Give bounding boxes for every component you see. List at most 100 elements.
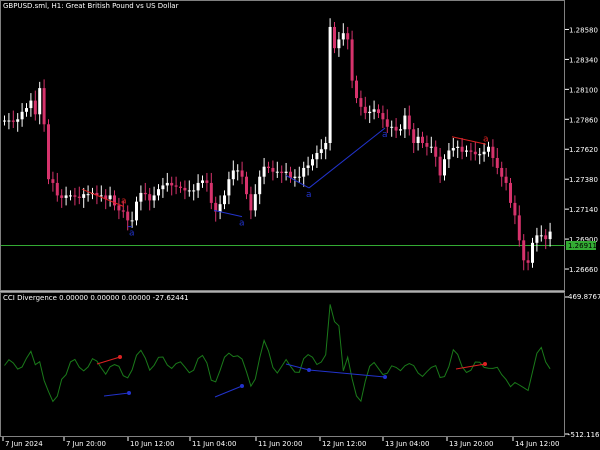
- divergence-dot: [483, 362, 487, 366]
- candle-body: [201, 180, 204, 183]
- candle-body: [104, 195, 108, 200]
- price-tick-label: 1.27380: [569, 176, 598, 184]
- candle-body: [42, 88, 46, 125]
- candle-body: [236, 170, 240, 172]
- bearish-indicator-divergence: [455, 363, 486, 370]
- candle-body: [16, 119, 20, 122]
- candle-body: [359, 98, 363, 107]
- candle-body: [425, 143, 429, 147]
- candle-body: [130, 220, 134, 222]
- candle-body: [249, 194, 253, 211]
- candle-body: [495, 157, 499, 168]
- candle-body: [333, 26, 336, 49]
- candle-body: [262, 166, 266, 177]
- candle-body: [82, 194, 86, 198]
- time-tick-label: 11 Jun 20:00: [258, 440, 302, 448]
- candle-body: [258, 176, 262, 195]
- price-tick-label: 1.28580: [569, 26, 598, 34]
- ind-tick-label-bottom: -512.11611: [568, 431, 600, 439]
- time-tick-label: 7 Jun 20:00: [66, 440, 106, 448]
- divergence-dot: [383, 375, 387, 379]
- candle-body: [157, 189, 160, 196]
- candle-body: [297, 176, 301, 178]
- candle-body: [275, 171, 279, 173]
- candle-body: [438, 156, 442, 176]
- current-price-box: [566, 241, 596, 250]
- current-price-label: 1.26911: [568, 242, 597, 250]
- ind-tick-label-top: 469.87676: [568, 293, 600, 301]
- candle-body: [311, 159, 314, 166]
- candle-body: [289, 171, 292, 178]
- candle-body: [491, 146, 495, 158]
- candle-body: [69, 195, 72, 197]
- candle-body: [531, 242, 534, 263]
- time-tick-label: 11 Jun 04:00: [192, 440, 236, 448]
- candle-body: [447, 150, 451, 160]
- price-pane-border: [0, 0, 565, 291]
- candle-body: [434, 146, 438, 157]
- time-tick-label: 10 Jun 12:00: [130, 440, 174, 448]
- candle-body: [381, 113, 385, 120]
- candle-body: [473, 151, 477, 155]
- candle-body: [372, 109, 376, 112]
- bullish-indicator-divergence: [103, 392, 130, 397]
- bullish-indicator-divergence: [308, 369, 386, 378]
- chart-title: GBPUSD.sml, H1: Great British Pound vs U…: [3, 2, 179, 10]
- candle-body: [214, 202, 218, 212]
- divergence-marker: a: [306, 190, 312, 200]
- time-tick-label: 13 Jun 04:00: [385, 440, 429, 448]
- candle-body: [86, 194, 90, 196]
- divergence-marker: a: [382, 130, 388, 140]
- candle-body: [209, 182, 213, 203]
- candle-body: [443, 159, 446, 176]
- candle-body: [328, 26, 332, 144]
- price-tick-label: 1.26660: [569, 266, 598, 274]
- candle-body: [11, 120, 15, 122]
- bearish-divergence-line: [81, 188, 125, 208]
- price-axis[interactable]: 1.28580 1.28340 1.28100 1.27860 1.27620 1.273…: [565, 26, 598, 274]
- candle-body: [368, 111, 372, 114]
- candle-body: [487, 146, 490, 152]
- candle-body: [113, 195, 116, 206]
- candle-body: [227, 179, 231, 196]
- candle-body: [306, 165, 310, 168]
- candle-body: [390, 126, 394, 128]
- price-tick-label: 1.26900: [569, 236, 598, 244]
- candle-body: [231, 170, 235, 180]
- candle-body: [355, 80, 358, 99]
- candle-body: [517, 215, 521, 241]
- candle-body: [544, 235, 548, 240]
- candle-body: [504, 176, 508, 183]
- candle-body: [20, 111, 24, 120]
- candle-body: [47, 124, 50, 180]
- candle-body: [513, 202, 517, 216]
- candle-body: [548, 231, 552, 240]
- price-tick-label: 1.28100: [569, 86, 598, 94]
- candle-body: [407, 115, 411, 130]
- candle-body: [350, 39, 354, 81]
- candle-body: [33, 100, 37, 115]
- candle-body: [117, 205, 121, 211]
- candle-body: [377, 109, 380, 114]
- candle-body: [293, 176, 297, 178]
- candle-body: [148, 194, 152, 201]
- candle-body: [346, 33, 350, 40]
- candle-body: [55, 182, 59, 196]
- candle-body: [319, 149, 323, 153]
- candle-body: [3, 120, 6, 122]
- divergence-marker: a: [239, 219, 245, 229]
- divergence-dot: [118, 355, 122, 359]
- candle-body: [77, 196, 81, 198]
- time-axis[interactable]: 7 Jun 2024 7 Jun 20:00 10 Jun 12:00 11 Jun …: [2, 437, 559, 448]
- candle-body: [253, 194, 257, 211]
- candle-body: [385, 119, 389, 127]
- candle-body: [126, 211, 130, 221]
- bullish-indicator-divergence: [214, 385, 243, 398]
- candle-body: [165, 182, 169, 186]
- candlestick-series: [3, 18, 552, 271]
- candle-body: [218, 204, 222, 212]
- bullish-divergence-line: [308, 127, 386, 189]
- price-tick-label: 1.27620: [569, 146, 598, 154]
- price-tick-label: 1.28340: [569, 56, 598, 64]
